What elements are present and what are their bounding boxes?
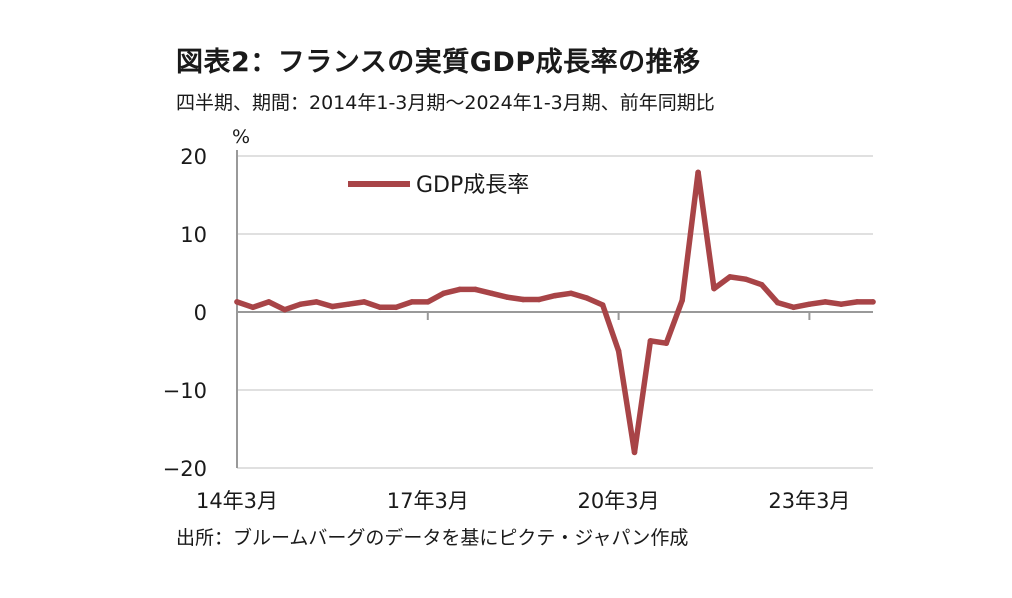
data-point: [504, 294, 511, 300]
data-point: [456, 286, 463, 293]
data-point: [488, 290, 495, 297]
data-point: [568, 290, 574, 297]
data-point: [663, 340, 670, 346]
axes: [236, 150, 873, 468]
x-tick-label: 17年3月: [387, 489, 469, 513]
data-point: [854, 299, 860, 305]
y-axis-unit-label: %: [232, 126, 250, 148]
data-point: [440, 290, 447, 297]
data-point: [552, 292, 558, 299]
y-tick-label: −20: [163, 457, 207, 481]
legend: GDP成長率: [348, 173, 529, 198]
data-point: [679, 297, 685, 304]
source-note: 出所：ブルームバーグのデータを基にピクテ・ジャパン作成: [176, 527, 689, 549]
y-tick-label: 0: [194, 301, 207, 325]
y-tick-label: 20: [180, 145, 207, 169]
y-tick-label: 10: [180, 223, 207, 247]
data-point: [599, 302, 606, 308]
y-axis-tick-labels: 20 10 0 −10 −20: [163, 145, 207, 481]
data-point: [472, 286, 479, 293]
data-point: [758, 281, 765, 288]
data-point: [790, 304, 797, 311]
x-tick-label: 23年3月: [768, 489, 850, 513]
chart-title: 図表2：フランスの実質GDP成長率の推移: [176, 47, 701, 78]
data-point: [234, 299, 240, 305]
data-point: [377, 304, 383, 311]
chart-subtitle: 四半期、期間：2014年1-3月期～2024年1-3月期、前年同期比: [176, 92, 715, 114]
data-point: [727, 274, 733, 280]
data-point: [584, 295, 590, 301]
data-point: [329, 303, 336, 310]
data-point: [297, 301, 304, 307]
gridlines: [237, 155, 873, 469]
data-point: [711, 285, 717, 292]
data-point: [520, 296, 526, 303]
data-point: [822, 299, 829, 305]
data-point: [806, 301, 813, 307]
data-point: [647, 338, 654, 344]
data-point: [536, 296, 542, 303]
data-point: [695, 169, 701, 176]
data-point: [266, 299, 272, 305]
data-point: [425, 299, 431, 305]
data-point: [345, 301, 352, 307]
x-axis-tick-labels: 14年3月 17年3月 20年3月 23年3月: [196, 489, 850, 513]
data-point: [774, 299, 781, 306]
data-point: [743, 276, 749, 282]
data-point: [838, 301, 844, 307]
data-point: [393, 304, 399, 311]
data-point: [313, 299, 320, 305]
data-point: [615, 348, 622, 354]
data-point: [409, 299, 415, 305]
data-series: [234, 169, 876, 456]
data-point: [250, 304, 256, 311]
data-point: [361, 299, 367, 305]
legend-label: GDP成長率: [416, 173, 529, 198]
data-point: [281, 306, 288, 313]
data-point: [631, 449, 638, 456]
data-point: [870, 299, 876, 305]
x-tick-label: 20年3月: [578, 489, 660, 513]
y-tick-label: −10: [163, 379, 207, 403]
x-tick-label: 14年3月: [196, 489, 278, 513]
